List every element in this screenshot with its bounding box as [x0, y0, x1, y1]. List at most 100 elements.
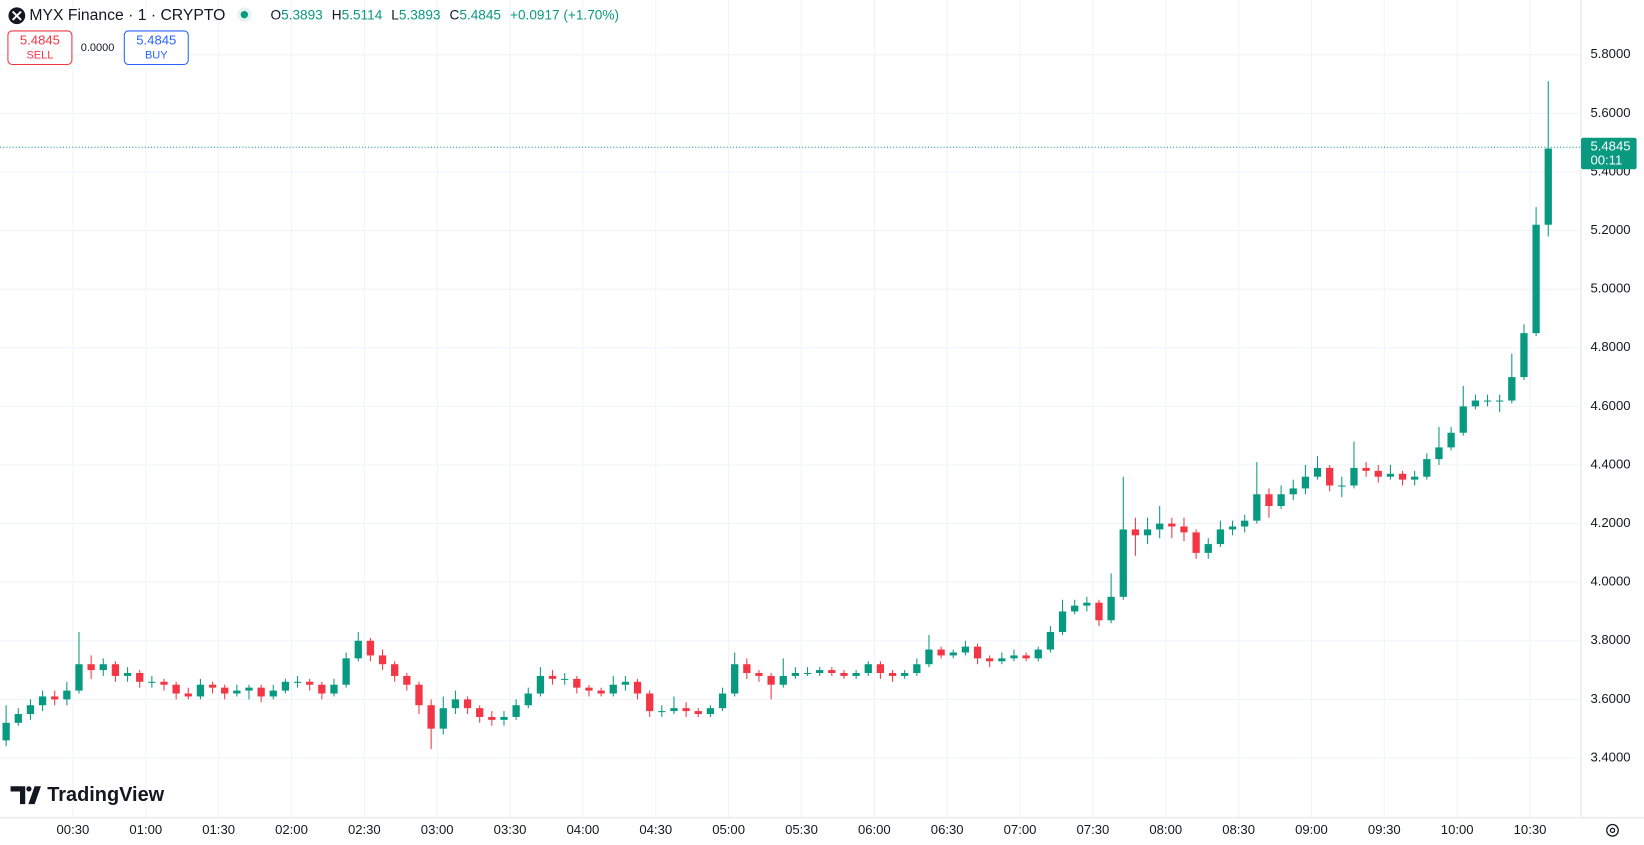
- candle-body: [986, 658, 994, 662]
- candle-body: [803, 673, 812, 675]
- candle-body: [1411, 476, 1419, 480]
- candle-body: [621, 681, 630, 685]
- candle-body: [1459, 406, 1467, 433]
- candle-body: [233, 690, 241, 694]
- y-tick-label: 4.0000: [1590, 574, 1630, 589]
- x-tick-label: 10:00: [1441, 822, 1474, 837]
- candle-body: [318, 684, 326, 694]
- candle-body: [694, 711, 702, 715]
- y-tick-label: 3.4000: [1590, 749, 1630, 764]
- candle-body: [816, 670, 824, 674]
- x-tick-label: 06:00: [858, 822, 891, 837]
- candle-body: [1046, 631, 1055, 650]
- candle-body: [1107, 596, 1115, 621]
- x-tick-label: 05:00: [712, 822, 745, 837]
- candle-body: [172, 684, 180, 694]
- candle-body: [269, 690, 277, 697]
- y-tick-label: 4.6000: [1590, 398, 1630, 413]
- x-tick-label: 08:30: [1222, 822, 1255, 837]
- buy-price: 5.4845: [136, 32, 176, 47]
- x-tick-label: 06:30: [931, 822, 964, 837]
- candle-body: [476, 708, 484, 717]
- candle-body: [354, 640, 362, 659]
- candle-body: [293, 681, 302, 683]
- candle-body: [1010, 655, 1018, 659]
- low-value: 5.3893: [399, 7, 441, 22]
- candle-body: [743, 664, 751, 674]
- x-tick-label: 00:30: [57, 822, 90, 837]
- candle-body: [123, 673, 132, 676]
- candle-body: [973, 646, 982, 659]
- candle-body: [1496, 400, 1504, 402]
- candle-body: [1071, 605, 1079, 612]
- candle-body: [306, 681, 314, 685]
- candle-body: [852, 673, 860, 676]
- candle-body: [1095, 602, 1103, 621]
- candle-body: [378, 655, 387, 665]
- candle-body: [439, 708, 447, 729]
- candle-body: [925, 649, 933, 665]
- candle-body: [1362, 467, 1370, 471]
- candle-body: [1338, 485, 1346, 487]
- x-tick-label: 09:30: [1368, 822, 1401, 837]
- y-tick-label: 3.6000: [1590, 691, 1630, 706]
- candle-body: [1253, 494, 1261, 521]
- candle-body: [38, 696, 47, 706]
- grid: [0, 0, 1582, 818]
- sell-button[interactable]: [7, 30, 73, 65]
- candle-body: [1143, 529, 1152, 536]
- x-tick-label: 10:30: [1514, 822, 1547, 837]
- candle-body: [561, 678, 569, 680]
- candle-body: [706, 708, 715, 715]
- watermark-logo-dot: [26, 786, 32, 792]
- sell-price: 5.4845: [20, 32, 60, 47]
- candle-body: [148, 681, 156, 683]
- watermark-logo: [10, 786, 41, 805]
- open-label: O: [271, 7, 282, 22]
- candle-body: [1313, 467, 1322, 477]
- settings-button[interactable]: [1606, 823, 1619, 837]
- candle-body: [1204, 544, 1212, 553]
- candle-body: [1168, 523, 1176, 527]
- y-tick-label: 3.8000: [1590, 632, 1630, 647]
- x-tick-label: 05:30: [785, 822, 818, 837]
- y-tick-label: 5.8000: [1590, 46, 1630, 61]
- candle-body: [51, 696, 59, 700]
- x-tick-label: 04:30: [639, 822, 672, 837]
- candle-body: [888, 673, 897, 676]
- close-label: C: [450, 7, 460, 22]
- close-value: 5.4845: [459, 7, 501, 22]
- x-tick-label: 03:30: [494, 822, 527, 837]
- y-tick-label: 5.0000: [1590, 281, 1630, 296]
- candle-body: [391, 664, 399, 676]
- candle-body: [670, 708, 678, 712]
- candle-body: [87, 664, 95, 671]
- y-tick-label: 5.6000: [1590, 105, 1630, 120]
- candle-body: [136, 673, 144, 682]
- candle-body: [1374, 470, 1382, 477]
- candle-body: [1471, 400, 1480, 407]
- x-tick-label: 07:00: [1004, 822, 1037, 837]
- candle-body: [901, 673, 909, 676]
- candle-body: [1277, 494, 1285, 506]
- sell-label: SELL: [26, 49, 53, 61]
- candle-body: [609, 684, 617, 694]
- candle-body: [160, 681, 168, 685]
- low-label: L: [391, 7, 399, 22]
- x-tick-label: 04:00: [567, 822, 600, 837]
- candle-body: [75, 664, 83, 691]
- candle-body: [342, 658, 350, 685]
- candles: [2, 81, 1552, 750]
- candle-body: [1180, 526, 1188, 533]
- candle-body: [1058, 611, 1067, 632]
- candle-body: [208, 684, 217, 688]
- open-value: 5.3893: [281, 7, 323, 22]
- candle-body: [585, 687, 593, 691]
- candle-body: [463, 699, 472, 709]
- candle-body: [1435, 447, 1443, 460]
- candle-body: [1447, 432, 1455, 448]
- settings-icon-center: [1609, 827, 1616, 834]
- buy-button[interactable]: [123, 30, 189, 65]
- symbol-title[interactable]: MYX Finance · 1 · CRYPTO: [29, 7, 225, 24]
